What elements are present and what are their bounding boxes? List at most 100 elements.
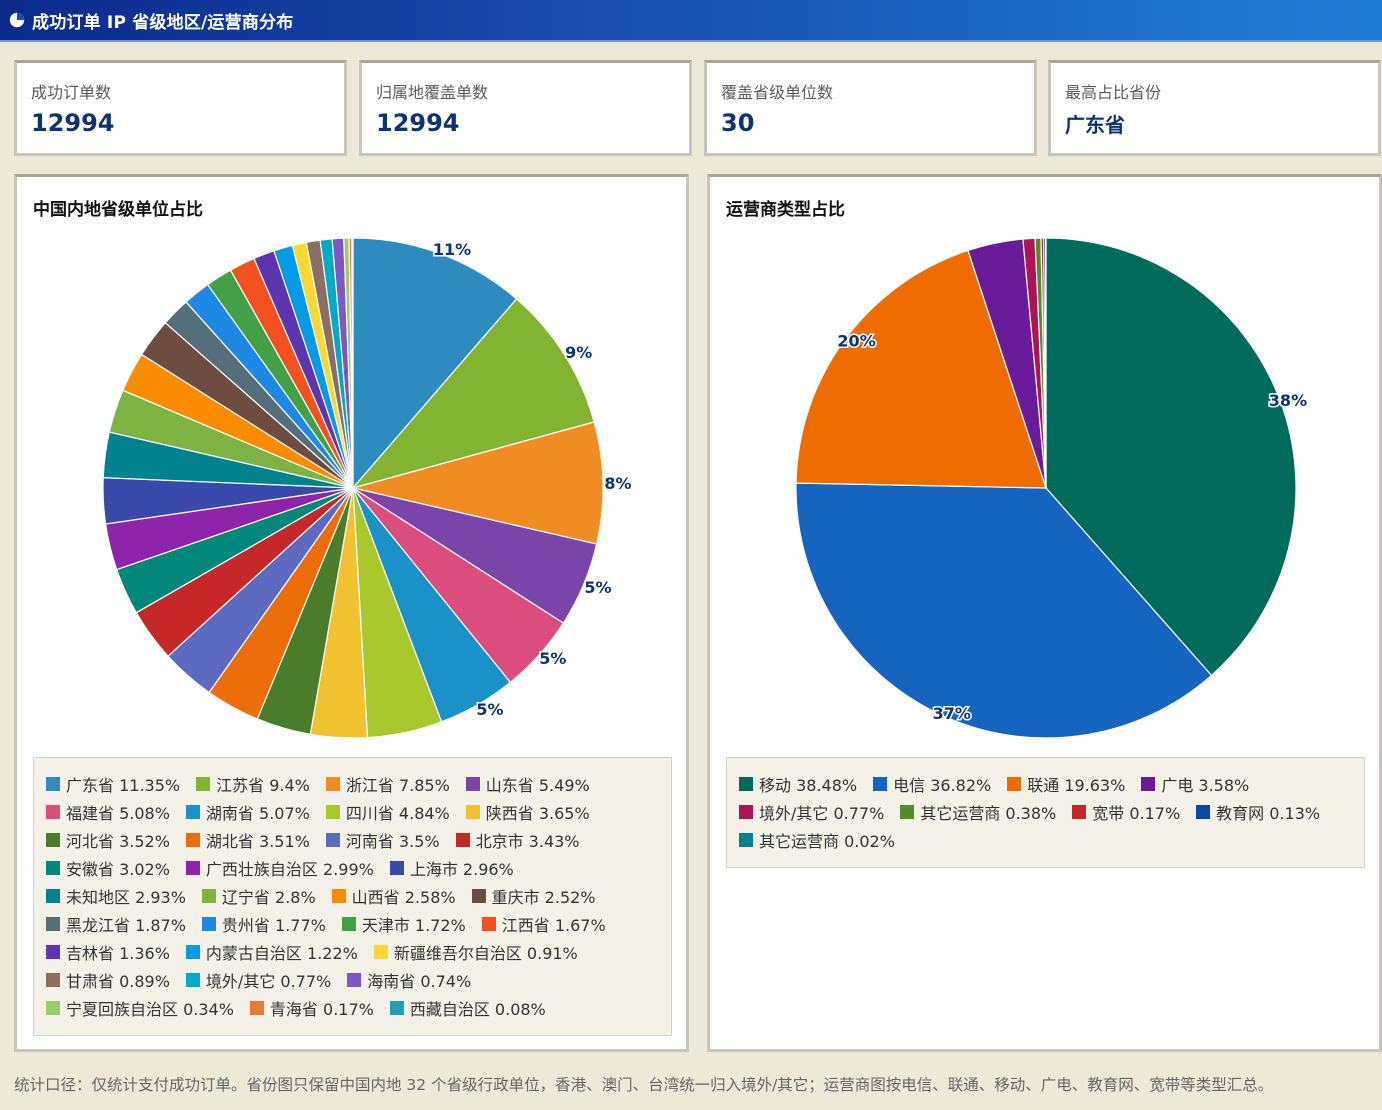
legend-swatch: [347, 973, 362, 987]
legend-item[interactable]: 广东省 11.35%: [46, 770, 180, 798]
legend-item[interactable]: 湖南省 5.07%: [185, 798, 310, 826]
legend-item[interactable]: 电信 36.82%: [873, 770, 991, 798]
legend-item[interactable]: 贵州省 1.77%: [201, 910, 326, 938]
legend-item[interactable]: 江西省 1.67%: [481, 910, 606, 938]
stat-card-province-count: 覆盖省级单位数 30: [704, 60, 1037, 156]
legend-swatch: [1141, 777, 1156, 791]
legend-label: 江西省 1.67%: [501, 916, 606, 935]
pie-data-label: 20%: [837, 332, 875, 351]
legend-item[interactable]: 境外/其它 0.77%: [739, 798, 884, 826]
legend-swatch: [46, 1001, 60, 1015]
legend-swatch: [455, 833, 470, 847]
legend-item[interactable]: 天津市 1.72%: [341, 910, 466, 938]
stat-value: 12994: [376, 109, 460, 137]
pie-data-label: 8%: [604, 474, 631, 493]
legend-label: 江苏省 9.4%: [216, 776, 310, 795]
legend-item[interactable]: 其它运营商 0.02%: [739, 826, 895, 854]
legend-item[interactable]: 江苏省 9.4%: [196, 770, 310, 798]
pie-data-label: 9%: [565, 343, 592, 362]
pie-slice: [795, 249, 1047, 489]
legend-item[interactable]: 黑龙江省 1.87%: [46, 910, 186, 938]
legend-item[interactable]: 新疆维吾尔自治区 0.91%: [373, 938, 578, 966]
legend-item[interactable]: 浙江省 7.85%: [325, 770, 450, 798]
legend-item[interactable]: 教育网 0.13%: [1196, 798, 1320, 826]
legend-item[interactable]: 重庆市 2.52%: [471, 882, 596, 910]
legend-item[interactable]: 西藏自治区 0.08%: [389, 994, 546, 1022]
legend-label: 四川省 4.84%: [345, 804, 450, 823]
legend-swatch: [46, 805, 60, 819]
legend-item[interactable]: 河南省 3.5%: [325, 826, 440, 854]
legend-item[interactable]: 山东省 5.49%: [465, 770, 590, 798]
legend-swatch: [389, 1001, 404, 1015]
legend-swatch: [249, 1001, 264, 1015]
legend-item[interactable]: 福建省 5.08%: [46, 798, 170, 826]
legend-label: 天津市 1.72%: [361, 916, 466, 935]
pie-slice: [1045, 237, 1297, 677]
legend-swatch: [873, 777, 888, 791]
legend-item[interactable]: 海南省 0.74%: [347, 966, 471, 994]
legend-label: 上海市 2.96%: [409, 860, 514, 879]
legend-swatch: [471, 889, 486, 903]
legend-item[interactable]: 四川省 4.84%: [325, 798, 450, 826]
province-pie-chart: 11% 9% 8% 5% 5% 5%: [102, 237, 633, 739]
legend-label: 广东省 11.35%: [66, 776, 181, 795]
stat-label: 成功订单数: [31, 83, 112, 102]
legend-swatch: [1007, 777, 1022, 791]
legend-item[interactable]: 陕西省 3.65%: [465, 798, 590, 826]
legend-label: 湖南省 5.07%: [205, 804, 310, 823]
legend-label: 青海省 0.17%: [269, 1000, 374, 1019]
legend-swatch: [325, 777, 340, 791]
legend-label: 甘肃省 0.89%: [66, 972, 170, 991]
carrier-pie-chart: 38% 37% 20%: [795, 237, 1309, 739]
legend-item[interactable]: 移动 38.48%: [739, 770, 857, 798]
stat-value: 12994: [31, 109, 115, 137]
legend-label: 新疆维吾尔自治区 0.91%: [393, 944, 578, 963]
legend-label: 海南省 0.74%: [367, 972, 472, 991]
legend-item[interactable]: 宁夏回族自治区 0.34%: [46, 994, 234, 1022]
pie-data-label: 5%: [539, 649, 566, 668]
legend-item[interactable]: 未知地区 2.93%: [46, 882, 186, 910]
legend-swatch: [201, 889, 216, 903]
chart-title: 中国内地省级单位占比: [33, 200, 203, 220]
legend-item[interactable]: 广西壮族自治区 2.99%: [185, 854, 374, 882]
legend-item[interactable]: 内蒙古自治区 1.22%: [185, 938, 358, 966]
legend-label: 移动 38.48%: [759, 776, 858, 795]
legend-swatch: [739, 777, 753, 791]
legend-item[interactable]: 境外/其它 0.77%: [185, 966, 331, 994]
legend-swatch: [185, 805, 200, 819]
legend-label: 广电 3.58%: [1161, 776, 1250, 795]
legend-swatch: [46, 889, 60, 903]
pie-data-label: 11%: [433, 240, 471, 259]
legend-label: 安徽省 3.02%: [66, 860, 170, 879]
legend-swatch: [465, 777, 480, 791]
legend-label: 湖北省 3.51%: [205, 832, 310, 851]
legend-item[interactable]: 其它运营商 0.38%: [900, 798, 1056, 826]
carrier-chart-panel: 38% 37% 20% 运营商类型占比 移动 38.48% 电信 36.82% 联通 1…: [707, 174, 1382, 1052]
legend-item[interactable]: 上海市 2.96%: [389, 854, 514, 882]
legend-item[interactable]: 甘肃省 0.89%: [46, 966, 170, 994]
legend-swatch: [185, 945, 200, 959]
legend-label: 联通 19.63%: [1027, 776, 1126, 795]
legend-label: 电信 36.82%: [893, 776, 992, 795]
legend-item[interactable]: 吉林省 1.36%: [46, 938, 170, 966]
legend-item[interactable]: 安徽省 3.02%: [46, 854, 170, 882]
legend-item[interactable]: 青海省 0.17%: [249, 994, 374, 1022]
legend-item[interactable]: 河北省 3.52%: [46, 826, 170, 854]
legend-item[interactable]: 广电 3.58%: [1141, 770, 1249, 798]
stat-card-top-province: 最高占比省份 广东省: [1048, 60, 1381, 156]
legend-label: 河北省 3.52%: [66, 832, 170, 851]
legend-item[interactable]: 北京市 3.43%: [455, 826, 580, 854]
legend-label: 内蒙古自治区 1.22%: [205, 944, 358, 963]
legend-swatch: [325, 833, 340, 847]
legend-label: 贵州省 1.77%: [221, 916, 326, 935]
legend-item[interactable]: 联通 19.63%: [1007, 770, 1125, 798]
legend-item[interactable]: 辽宁省 2.8%: [201, 882, 316, 910]
legend-item[interactable]: 湖北省 3.51%: [185, 826, 310, 854]
legend-swatch: [201, 917, 216, 931]
legend-label: 未知地区 2.93%: [66, 888, 186, 907]
legend-swatch: [46, 861, 60, 875]
legend-label: 广西壮族自治区 2.99%: [205, 860, 374, 879]
legend-item[interactable]: 山西省 2.58%: [331, 882, 456, 910]
legend-label: 山西省 2.58%: [351, 888, 456, 907]
legend-item[interactable]: 宽带 0.17%: [1072, 798, 1180, 826]
